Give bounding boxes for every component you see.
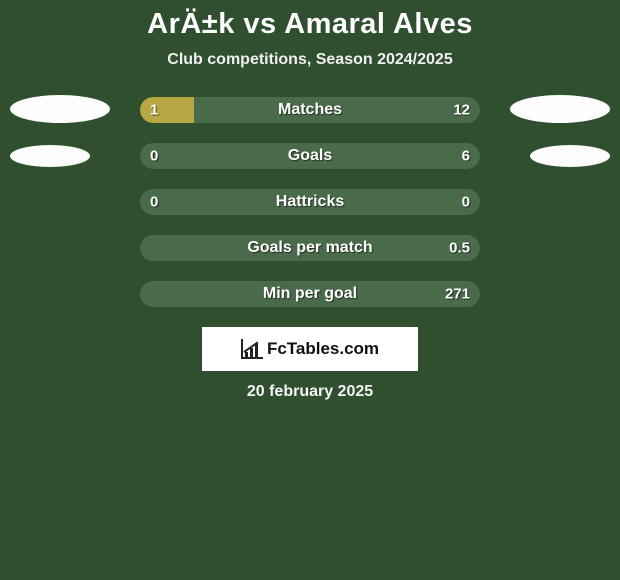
stat-value-right: 12 xyxy=(453,102,470,119)
stat-bar: 0 0 Hattricks xyxy=(140,189,480,215)
stat-value-left: 1 xyxy=(150,102,158,119)
player-right-marker xyxy=(530,145,610,167)
stat-value-right: 0.5 xyxy=(449,240,470,257)
stat-bar-left-fill xyxy=(140,97,194,123)
stat-value-right: 0 xyxy=(462,194,470,211)
stat-row: 0 6 Goals xyxy=(0,143,620,171)
stat-bar: 1 12 Matches xyxy=(140,97,480,123)
stat-bar: 271 Min per goal xyxy=(140,281,480,307)
stat-row: 1 12 Matches xyxy=(0,97,620,125)
stat-value-right: 271 xyxy=(445,286,470,303)
stat-bar: 0 6 Goals xyxy=(140,143,480,169)
stat-label: Goals xyxy=(288,147,332,165)
player-right-marker xyxy=(510,95,610,123)
brand-text: FcTables.com xyxy=(267,339,379,359)
stat-label: Matches xyxy=(278,101,342,119)
stat-bar: 0.5 Goals per match xyxy=(140,235,480,261)
player-left-marker xyxy=(10,145,90,167)
stats-list: 1 12 Matches 0 6 Goals 0 0 Hattricks 0.5 Goals per… xyxy=(0,97,620,309)
player-left-marker xyxy=(10,95,110,123)
stat-row: 0 0 Hattricks xyxy=(0,189,620,217)
brand-badge[interactable]: FcTables.com xyxy=(202,327,418,371)
bar-chart-icon xyxy=(241,339,263,359)
page-title: ArÄ±k vs Amaral Alves xyxy=(0,8,620,41)
date-text: 20 february 2025 xyxy=(0,383,620,401)
stat-label: Min per goal xyxy=(263,285,357,303)
stat-value-right: 6 xyxy=(462,148,470,165)
comparison-card: ArÄ±k vs Amaral Alves Club competitions,… xyxy=(0,0,620,401)
stat-label: Goals per match xyxy=(247,239,372,257)
stat-value-left: 0 xyxy=(150,194,158,211)
stat-value-left: 0 xyxy=(150,148,158,165)
stat-row: 271 Min per goal xyxy=(0,281,620,309)
stat-row: 0.5 Goals per match xyxy=(0,235,620,263)
stat-label: Hattricks xyxy=(276,193,344,211)
subtitle: Club competitions, Season 2024/2025 xyxy=(0,51,620,69)
